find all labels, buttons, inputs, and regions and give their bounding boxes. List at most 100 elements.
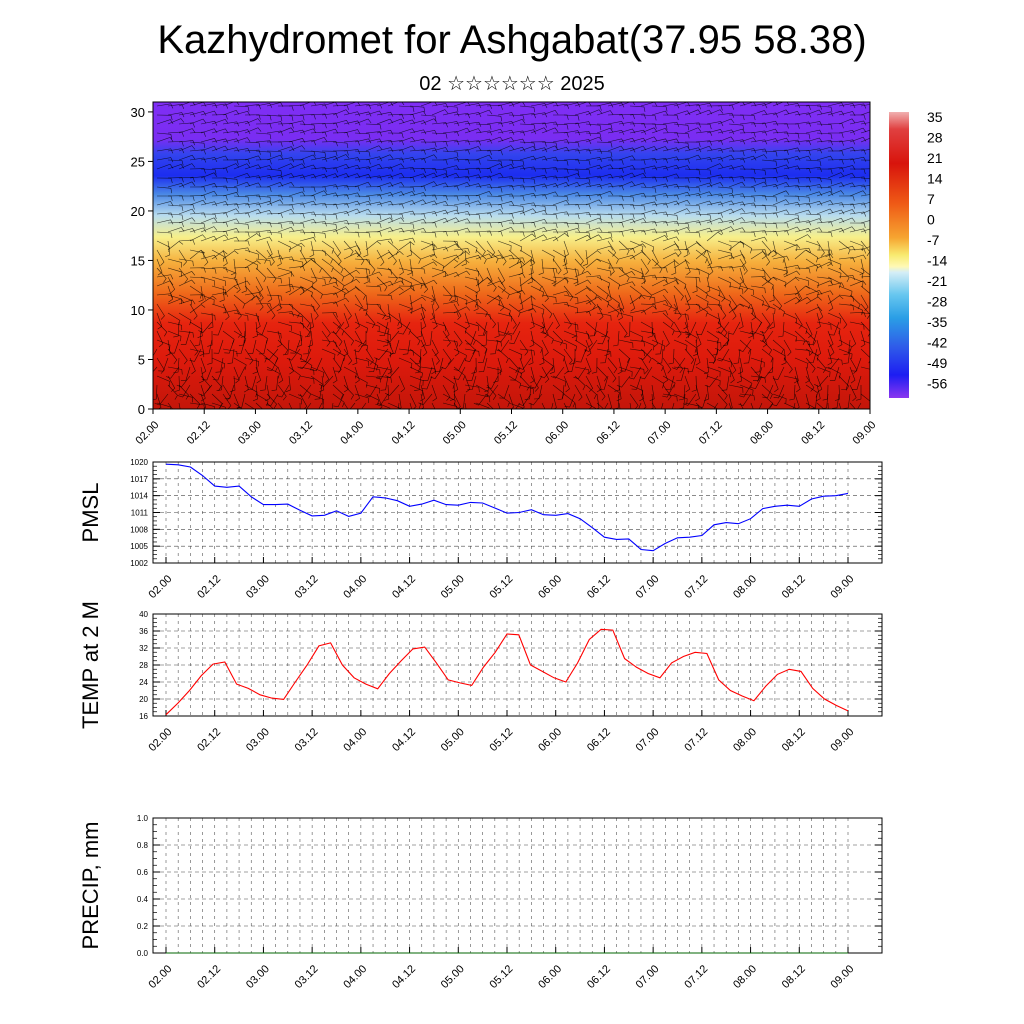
wind-barb bbox=[849, 184, 867, 190]
wind-barb bbox=[374, 348, 389, 361]
wind-barb bbox=[783, 102, 801, 108]
wind-barb bbox=[793, 402, 796, 409]
wind-barb bbox=[343, 303, 352, 320]
wind-barb bbox=[761, 168, 778, 174]
wind-barb bbox=[574, 375, 586, 391]
wind-barb bbox=[453, 375, 459, 393]
colorbar-label: 28 bbox=[927, 130, 943, 146]
wind-barb bbox=[288, 202, 306, 208]
wind-barb bbox=[233, 137, 251, 143]
wind-barb bbox=[365, 384, 380, 394]
wind-barb bbox=[552, 123, 569, 130]
wind-barb bbox=[277, 195, 294, 202]
wind-barb bbox=[684, 186, 701, 193]
wind-barb bbox=[716, 312, 722, 330]
wind-barb bbox=[321, 150, 338, 157]
wind-barb bbox=[849, 136, 867, 143]
wind-barb bbox=[530, 402, 532, 409]
wind-barb bbox=[816, 290, 834, 296]
wind-barb bbox=[739, 121, 757, 128]
wind-barb bbox=[442, 204, 459, 212]
wind-barb bbox=[769, 285, 775, 302]
wind-barb bbox=[838, 245, 856, 251]
wind-barb bbox=[838, 146, 856, 152]
wind-barb bbox=[838, 240, 851, 255]
wind-barb bbox=[728, 393, 733, 409]
wind-barb bbox=[449, 384, 456, 401]
wind-barb bbox=[497, 145, 515, 152]
wind-barb bbox=[177, 384, 191, 398]
wind-barb bbox=[574, 234, 592, 242]
wind-barb bbox=[385, 384, 400, 396]
wind-barb bbox=[519, 295, 536, 305]
wind-barb bbox=[156, 402, 171, 409]
wind-barb bbox=[827, 312, 842, 324]
colorbar-label: 0 bbox=[927, 212, 935, 228]
wind-barb bbox=[299, 259, 316, 269]
wind-barb bbox=[363, 240, 369, 258]
wind-barb bbox=[717, 154, 735, 161]
wind-barb bbox=[398, 119, 416, 125]
wind-barb bbox=[860, 267, 870, 282]
wind-barb bbox=[728, 276, 741, 290]
wind-barb bbox=[662, 229, 680, 235]
wind-barb bbox=[422, 366, 433, 381]
wind-barb bbox=[222, 186, 239, 193]
wind-barb bbox=[266, 130, 284, 136]
wind-barb bbox=[640, 165, 658, 171]
wind-barb bbox=[255, 132, 272, 140]
wind-barb bbox=[156, 280, 174, 287]
wind-barb bbox=[389, 339, 400, 354]
wind-barb bbox=[497, 164, 515, 170]
wind-barb bbox=[453, 366, 466, 381]
wind-barb bbox=[431, 271, 449, 278]
colorbar-label: 14 bbox=[927, 171, 943, 187]
wind-barb bbox=[717, 330, 730, 345]
wind-barb bbox=[200, 168, 217, 175]
time-tick-label: 08.00 bbox=[748, 419, 776, 447]
wind-barb bbox=[541, 294, 557, 303]
wind-barb bbox=[585, 132, 602, 139]
wind-barb bbox=[211, 177, 228, 183]
x-tick-label: 06.12 bbox=[585, 963, 613, 991]
wind-barb bbox=[398, 357, 413, 369]
wind-barb bbox=[420, 118, 438, 125]
wind-barb bbox=[398, 128, 416, 134]
wind-barb bbox=[684, 141, 701, 147]
wind-barb bbox=[837, 330, 843, 348]
wind-barb bbox=[695, 306, 713, 314]
wind-barb bbox=[154, 393, 169, 406]
wind-barb bbox=[310, 213, 327, 221]
wind-barb bbox=[398, 229, 416, 235]
wind-barb bbox=[749, 321, 763, 335]
wind-barb bbox=[816, 366, 831, 378]
wind-barb bbox=[365, 366, 381, 375]
wind-barb bbox=[761, 150, 778, 157]
wind-barb bbox=[376, 200, 394, 206]
wind-barb bbox=[574, 231, 591, 238]
wind-barb bbox=[552, 159, 569, 166]
wind-barb bbox=[783, 213, 800, 221]
wind-barb bbox=[530, 375, 539, 392]
wind-barb bbox=[600, 348, 609, 364]
wind-barb bbox=[497, 213, 514, 219]
wind-barb bbox=[519, 202, 537, 208]
wind-barb bbox=[805, 393, 810, 409]
wind-barb bbox=[222, 121, 240, 127]
wind-barb bbox=[651, 183, 669, 189]
wind-barb bbox=[156, 258, 163, 276]
wind-barb bbox=[414, 375, 422, 391]
wind-barb bbox=[838, 267, 850, 283]
wind-barb bbox=[857, 402, 862, 409]
wind-barb bbox=[673, 366, 689, 374]
wind-barb bbox=[563, 141, 580, 148]
wind-barb bbox=[549, 357, 555, 374]
wind-barb bbox=[551, 267, 557, 285]
wind-barb bbox=[266, 304, 283, 314]
wind-barb bbox=[178, 348, 188, 365]
wind-barb bbox=[860, 330, 866, 348]
wind-barb bbox=[584, 339, 598, 352]
wind-barb bbox=[288, 145, 306, 152]
wind-barb bbox=[321, 240, 334, 254]
wind-barb bbox=[484, 384, 499, 397]
